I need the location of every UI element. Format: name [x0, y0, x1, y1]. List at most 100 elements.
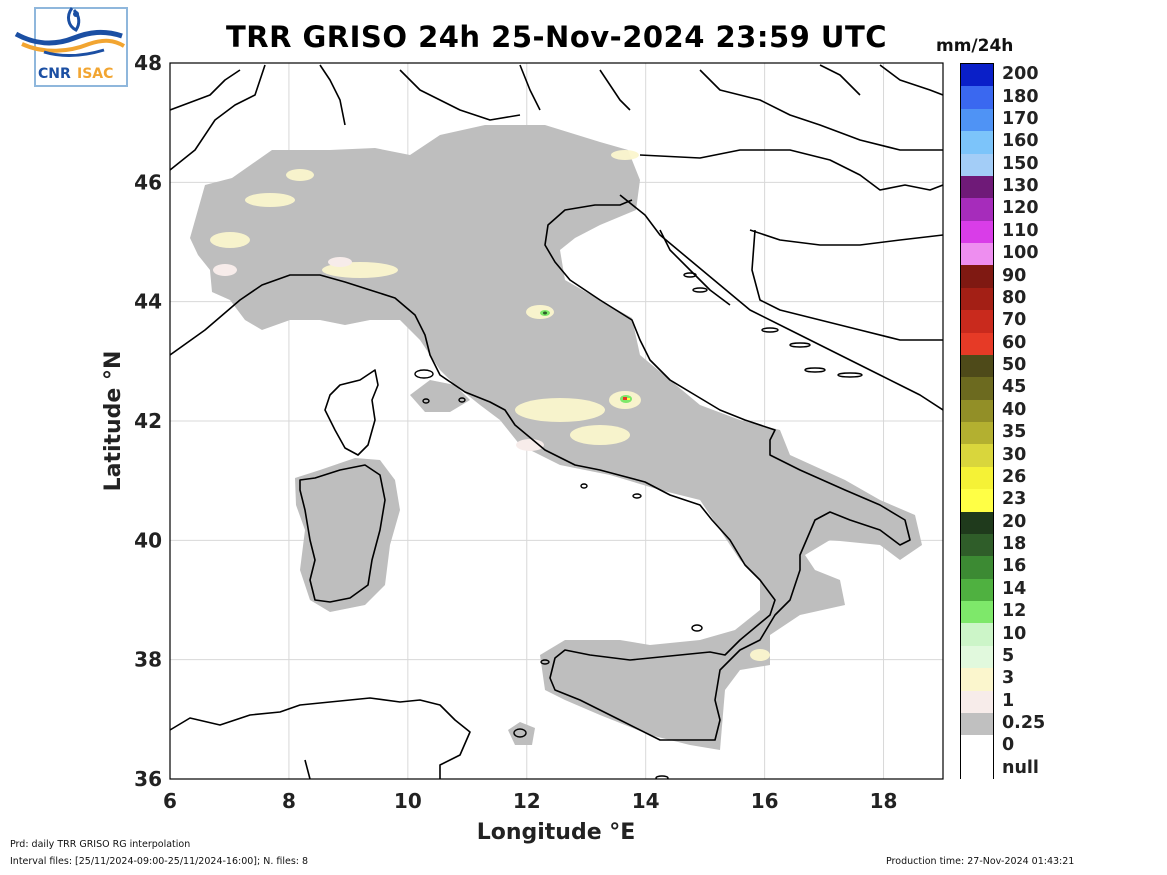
map-frame — [169, 62, 944, 780]
legend-label: 12 — [1002, 601, 1027, 622]
legend-label: 150 — [1002, 153, 1039, 174]
lat-tick-label: 44 — [134, 290, 162, 314]
lat-tick-label: 48 — [134, 51, 162, 75]
coastlines — [170, 64, 943, 779]
lat-tick-label: 42 — [134, 409, 162, 433]
legend-swatch — [961, 757, 993, 780]
precip-moderate-spots — [540, 310, 632, 403]
legend-label: 70 — [1002, 310, 1027, 331]
legend-label: 3 — [1002, 668, 1015, 689]
legend-label: 80 — [1002, 287, 1027, 308]
lat-tick-label: 40 — [134, 528, 162, 552]
legend-swatch — [961, 556, 993, 579]
legend-swatch — [961, 645, 993, 669]
legend-swatch — [961, 153, 993, 176]
footer-interval: Interval files: [25/11/2024-09:00-25/11/… — [10, 856, 309, 867]
legend-label: 30 — [1002, 444, 1027, 465]
lon-tick-label: 12 — [513, 789, 541, 813]
legend-label: 45 — [1002, 377, 1027, 398]
legend-swatch — [961, 690, 993, 713]
legend-labels: 200 180 170 160 150 130 120 110 100 90 80 70 60 50 45 4… — [1002, 63, 1102, 779]
legend-label: 14 — [1002, 578, 1027, 599]
precip-field-corsica — [410, 380, 470, 412]
legend-label: 180 — [1002, 86, 1039, 107]
legend-label: 20 — [1002, 511, 1027, 532]
lon-tick-label: 16 — [751, 789, 779, 813]
lon-tick-label: 10 — [394, 789, 422, 813]
footer-production-time: Production time: 27-Nov-2024 01:43:21 — [886, 856, 1075, 867]
legend-label: 10 — [1002, 623, 1027, 644]
legend-swatch — [961, 265, 993, 288]
lat-tick-label: 38 — [134, 648, 162, 672]
precip-field-sardinia — [295, 458, 400, 612]
legend-swatch — [961, 354, 993, 378]
legend-label: 130 — [1002, 176, 1039, 197]
legend-swatch — [961, 175, 993, 199]
legend-label: 18 — [1002, 534, 1027, 555]
legend-label: 26 — [1002, 466, 1027, 487]
legend-label: 0.25 — [1002, 713, 1046, 734]
legend-swatch — [961, 198, 993, 221]
legend-label: 200 — [1002, 64, 1039, 85]
legend-units: mm/24h — [936, 36, 1014, 56]
legend-swatch — [961, 735, 993, 758]
lat-tick-labels: 36 38 40 42 44 46 48 — [134, 51, 162, 791]
legend-label: 90 — [1002, 265, 1027, 286]
legend-swatch — [961, 332, 993, 355]
legend-swatch — [961, 220, 993, 243]
legend-swatch — [961, 712, 993, 736]
legend-label: 160 — [1002, 131, 1039, 152]
legend-swatch — [961, 533, 993, 557]
legend-label: 0 — [1002, 735, 1015, 756]
small-islands — [414, 272, 863, 779]
cnr-isac-logo: CNR ISAC — [14, 6, 128, 88]
lon-tick-label: 8 — [282, 789, 296, 813]
legend-label: 50 — [1002, 355, 1027, 376]
legend-label: null — [1002, 757, 1039, 778]
legend-label: 60 — [1002, 332, 1027, 353]
lon-tick-label: 18 — [870, 789, 898, 813]
legend-swatch — [961, 108, 993, 132]
legend-swatch — [961, 64, 993, 87]
legend-swatch — [961, 399, 993, 422]
legend-swatch — [961, 511, 993, 534]
legend-swatch — [961, 489, 993, 512]
precip-field-island — [508, 722, 535, 745]
legend-swatch — [961, 668, 993, 691]
legend-swatch — [961, 623, 993, 646]
legend-label: 40 — [1002, 399, 1027, 420]
legend-swatch — [961, 422, 993, 445]
legend-label: 1 — [1002, 690, 1015, 711]
legend-swatch — [961, 243, 993, 266]
precip-trace-patches — [210, 150, 770, 661]
legend-label: 16 — [1002, 556, 1027, 577]
precipitation-field — [170, 64, 943, 779]
legend-label: 170 — [1002, 108, 1039, 129]
legend-swatch — [961, 466, 993, 490]
logo-isac-text: ISAC — [77, 66, 113, 82]
legend-swatch — [961, 444, 993, 467]
legend-label: 23 — [1002, 489, 1027, 510]
legend-swatch — [961, 601, 993, 624]
lon-tick-label: 14 — [632, 789, 660, 813]
footer-product: Prd: daily TRR GRISO RG interpolation — [10, 839, 191, 850]
legend-swatch — [961, 86, 993, 109]
legend-label: 100 — [1002, 243, 1039, 264]
precip-light-patches — [213, 257, 544, 451]
x-axis-label: Longitude °E — [477, 820, 636, 845]
legend-label: 5 — [1002, 645, 1015, 666]
legend-swatch — [961, 377, 993, 400]
lat-tick-label: 46 — [134, 170, 162, 194]
cnr-isac-logo-graphic: CNR ISAC — [14, 7, 128, 87]
legend-swatch — [961, 578, 993, 601]
y-axis-label: Latitude °N — [101, 351, 126, 492]
legend-label: 110 — [1002, 220, 1039, 241]
lon-tick-labels: 6 8 10 12 14 16 18 — [163, 789, 897, 813]
lon-tick-label: 6 — [163, 789, 177, 813]
legend-swatch — [961, 131, 993, 154]
legend-swatch — [961, 310, 993, 333]
logo-cnr-text: CNR — [38, 66, 71, 82]
legend-label: 35 — [1002, 422, 1027, 443]
legend-swatch — [961, 287, 993, 311]
